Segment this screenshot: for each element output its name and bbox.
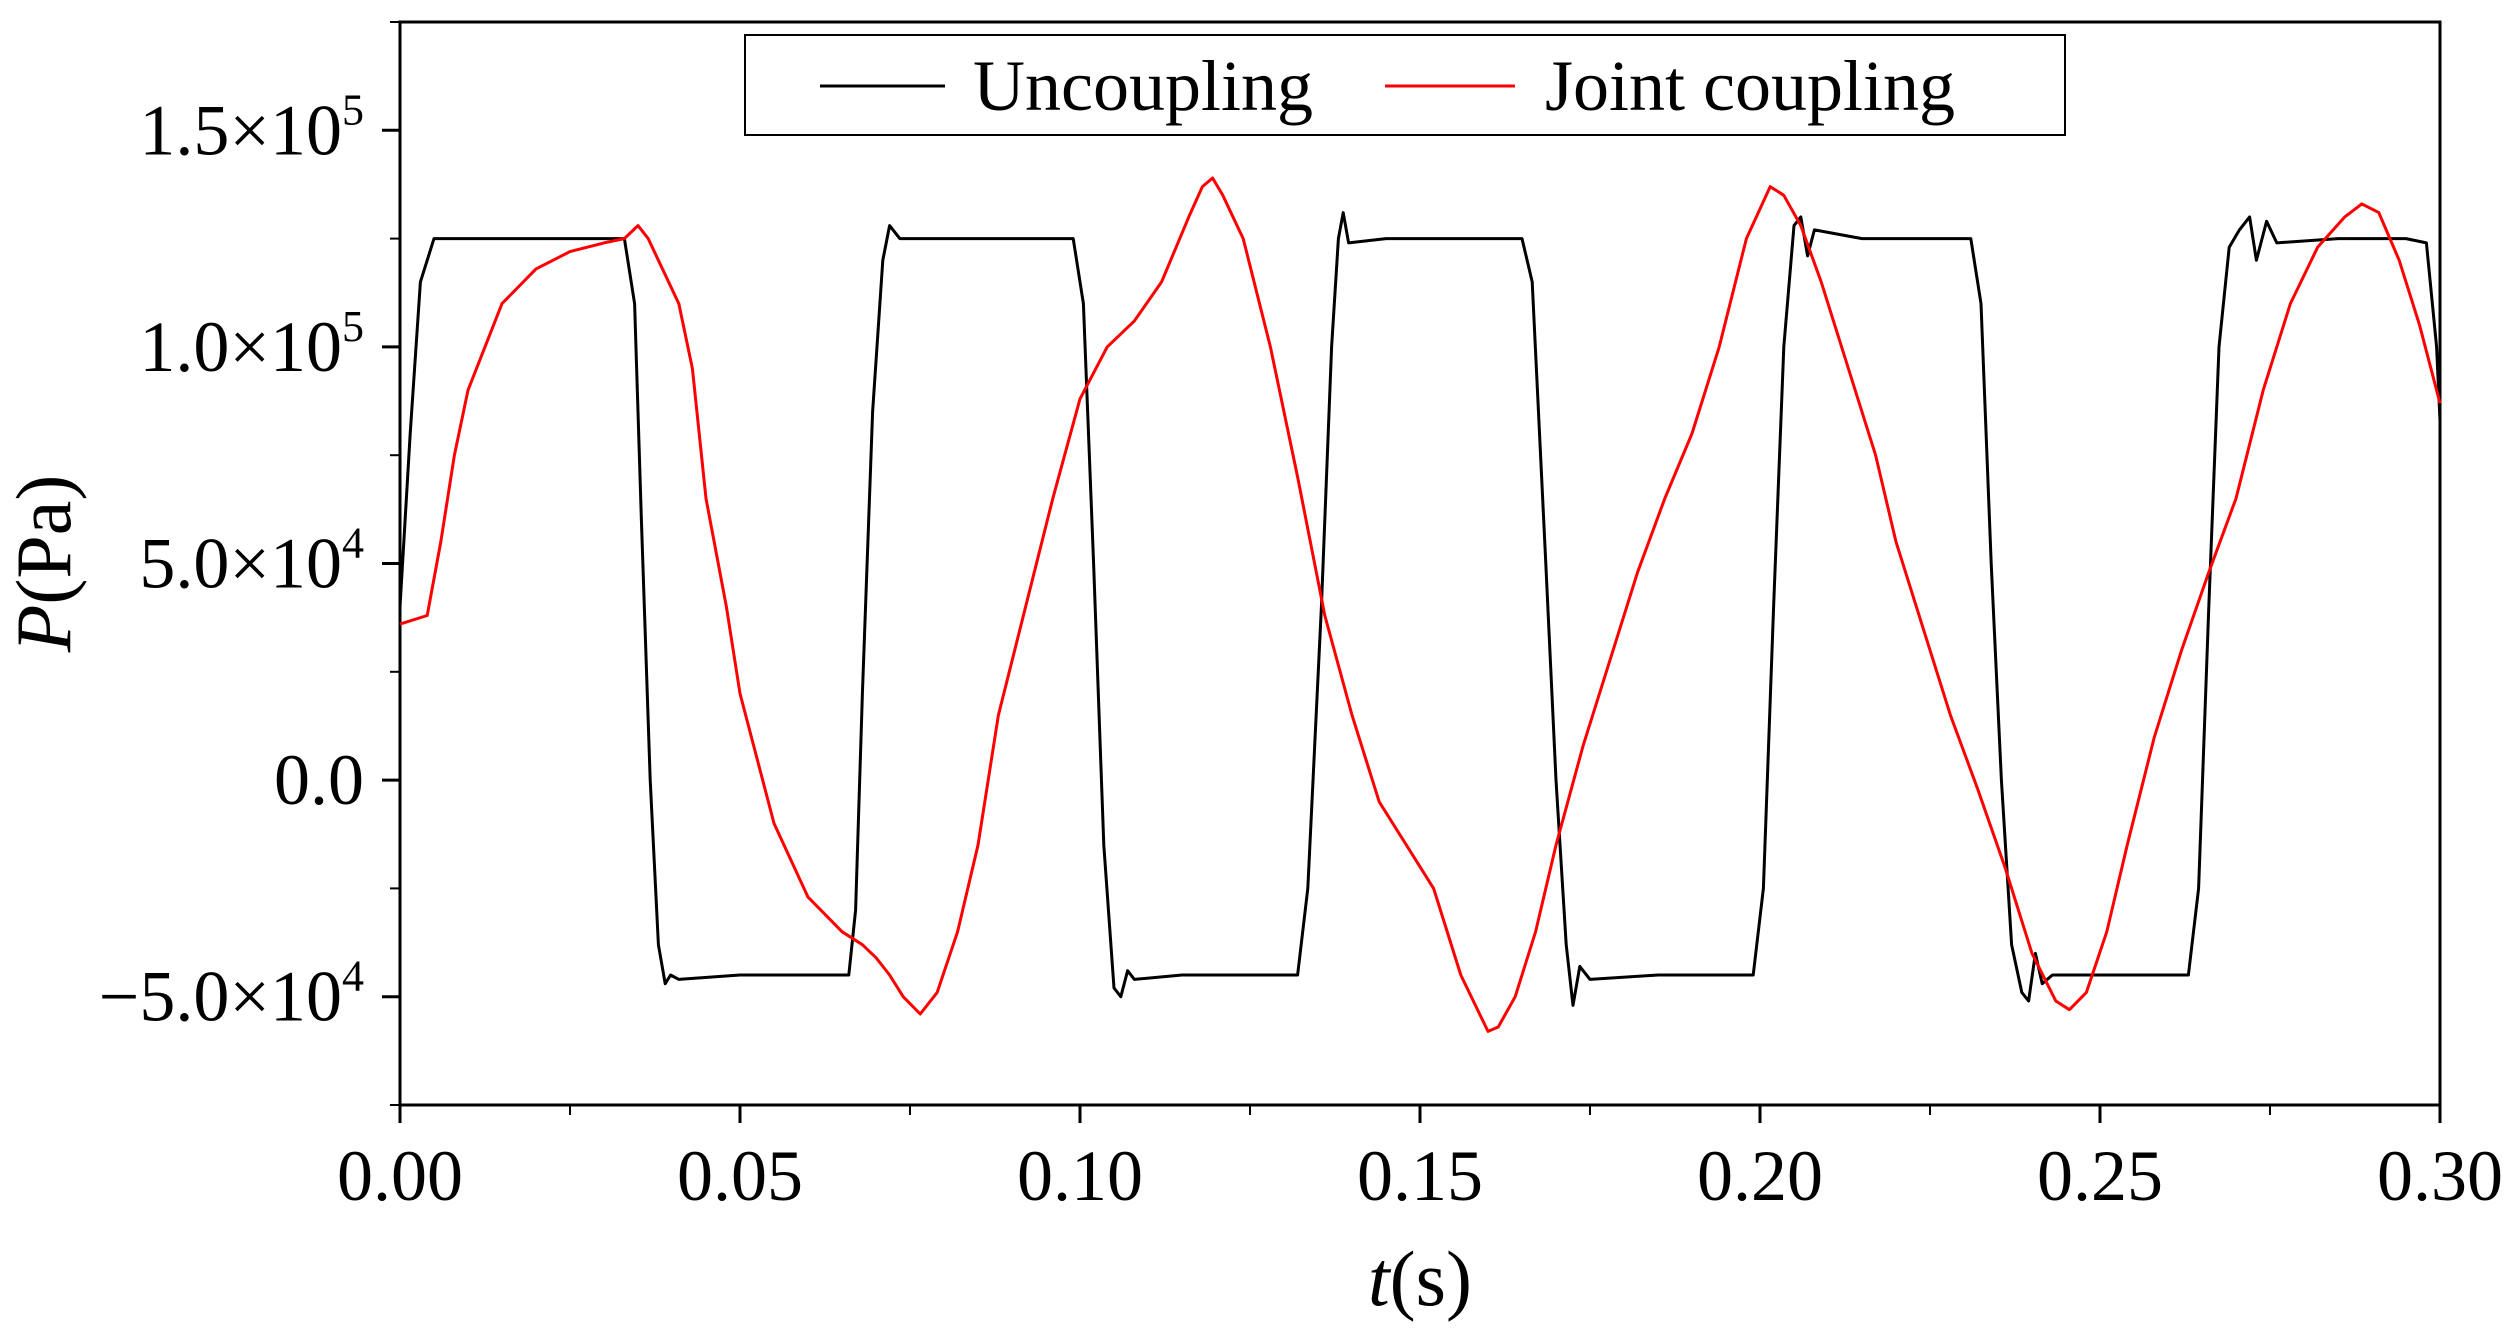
x-axis-unit: (s) xyxy=(1390,1235,1472,1322)
x-tick-label: 0.10 xyxy=(1017,1136,1143,1216)
plot-area xyxy=(398,20,2442,1107)
x-axis: 0.00 0.05 0.10 0.15 0.20 0.25 0.30 xyxy=(337,1105,2503,1216)
y-tick-label: −5.0×104 xyxy=(99,952,364,1037)
x-tick-label: 0.20 xyxy=(1697,1136,1823,1216)
x-axis-variable: t xyxy=(1368,1235,1392,1322)
y-axis-unit: (Pa) xyxy=(0,475,87,605)
series-line-uncoupling xyxy=(398,211,2442,1007)
y-tick-label: 5.0×104 xyxy=(139,519,364,604)
y-tick-label: 1.0×105 xyxy=(139,302,364,387)
x-tick-label: 0.25 xyxy=(2037,1136,2163,1216)
legend: Uncoupling Joint coupling xyxy=(744,34,2066,136)
x-tick-label: 0.15 xyxy=(1357,1136,1483,1216)
y-axis-title: P(Pa) xyxy=(0,475,87,654)
legend-label-joint-coupling: Joint coupling xyxy=(1545,46,1955,126)
x-axis-title: t(s) xyxy=(1368,1235,1472,1322)
plot-frame xyxy=(398,20,2442,1107)
y-axis: −5.0×104 0.0 5.0×104 1.0×105 1.5×105 xyxy=(99,21,400,1106)
y-axis-variable: P xyxy=(0,605,87,654)
y-tick-label: 0.0 xyxy=(274,740,364,820)
x-tick-label: 0.00 xyxy=(337,1136,463,1216)
x-tick-label: 0.30 xyxy=(2377,1136,2503,1216)
series-line-joint-coupling xyxy=(399,176,2442,1033)
legend-label-uncoupling: Uncoupling xyxy=(973,46,1313,126)
y-tick-label: 1.5×105 xyxy=(139,85,364,170)
x-tick-label: 0.05 xyxy=(677,1136,803,1216)
series-layer xyxy=(398,176,2442,1033)
